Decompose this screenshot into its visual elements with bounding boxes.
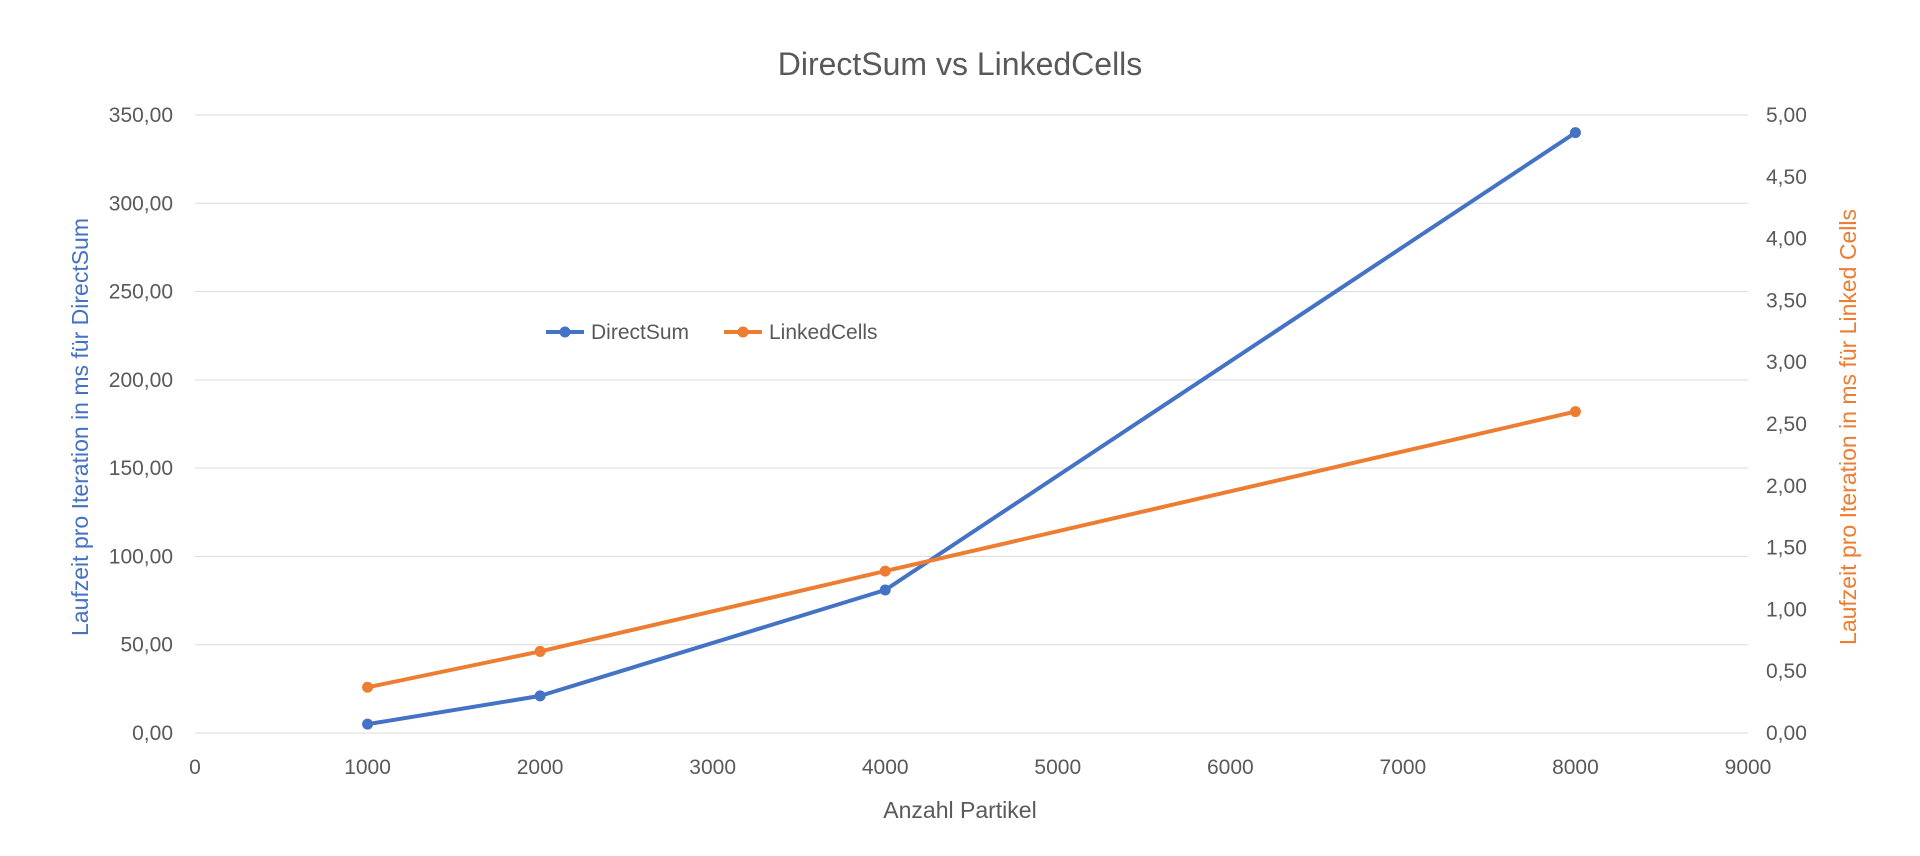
y-axis-left-title: Laufzeit pro Iteration in ms für DirectS…	[67, 218, 93, 636]
x-tick-label-6: 6000	[1207, 756, 1254, 779]
legend-label-directsum: DirectSum	[591, 321, 689, 344]
x-axis-title: Anzahl Partikel	[883, 797, 1036, 823]
data-point-linkedcells-1	[534, 645, 546, 657]
legend-label-linkedcells: LinkedCells	[769, 321, 878, 344]
y-left-tick-label-4: 200,00	[109, 369, 173, 392]
y-right-tick-label-2: 1,00	[1766, 598, 1807, 621]
y-left-tick-label-7: 350,00	[109, 104, 173, 127]
data-point-directsum-2	[879, 584, 891, 596]
y-left-tick-label-3: 150,00	[109, 457, 173, 480]
y-right-tick-label-0: 0,00	[1766, 722, 1807, 745]
series-line-directsum	[365, 130, 1578, 727]
y-right-tick-label-6: 3,00	[1766, 351, 1807, 374]
y-axis-right-ticks: 0,00 0,50 1,00 1,50 2,00 2,50 3,00 3,50 4,00 4,50…	[1766, 104, 1807, 745]
x-tick-label-2: 2000	[517, 756, 564, 779]
data-point-directsum-0	[362, 718, 374, 730]
y-axis-left-ticks: 0,00 50,00 100,00 150,00 200,00 250,00 300,00 3…	[109, 104, 173, 745]
series-line-linkedcells	[365, 409, 1578, 690]
y-right-tick-label-3: 1,50	[1766, 537, 1807, 560]
y-left-tick-label-2: 100,00	[109, 545, 173, 568]
series-layer	[362, 127, 1581, 730]
y-left-tick-label-1: 50,00	[120, 634, 173, 657]
legend: DirectSum LinkedCells	[546, 321, 878, 344]
y-left-tick-label-0: 0,00	[132, 722, 173, 745]
data-point-linkedcells-0	[362, 681, 374, 693]
y-left-tick-label-5: 250,00	[109, 281, 173, 304]
y-axis-right-title: Laufzeit pro Iteration in ms für Linked …	[1835, 209, 1861, 645]
y-right-tick-label-9: 4,50	[1766, 166, 1807, 189]
y-right-tick-label-4: 2,00	[1766, 475, 1807, 498]
x-axis-ticks: 0 1000 2000 3000 4000 5000 6000 7000 8000 9000	[189, 756, 1771, 779]
x-tick-label-5: 5000	[1034, 756, 1081, 779]
y-right-tick-label-5: 2,50	[1766, 413, 1807, 436]
x-tick-label-9: 9000	[1725, 756, 1772, 779]
data-point-linkedcells-2	[879, 565, 891, 577]
y-right-tick-label-7: 3,50	[1766, 289, 1807, 312]
legend-item-directsum: DirectSum	[546, 321, 689, 344]
x-tick-label-8: 8000	[1552, 756, 1599, 779]
x-tick-label-4: 4000	[862, 756, 909, 779]
y-right-tick-label-8: 4,00	[1766, 228, 1807, 251]
x-tick-label-0: 0	[189, 756, 201, 779]
x-tick-label-1: 1000	[344, 756, 391, 779]
gridlines	[195, 114, 1748, 734]
legend-item-linkedcells: LinkedCells	[724, 321, 878, 344]
legend-marker-linkedcells	[737, 326, 749, 338]
data-point-directsum-1	[534, 690, 546, 702]
y-right-tick-label-1: 0,50	[1766, 660, 1807, 683]
x-tick-label-7: 7000	[1380, 756, 1427, 779]
y-left-tick-label-6: 300,00	[109, 192, 173, 215]
x-tick-label-3: 3000	[689, 756, 736, 779]
data-point-linkedcells-3	[1569, 406, 1581, 418]
data-point-directsum-3	[1569, 127, 1581, 139]
chart-title: DirectSum vs LinkedCells	[778, 46, 1143, 82]
legend-marker-directsum	[559, 326, 571, 338]
y-right-tick-label-10: 5,00	[1766, 104, 1807, 127]
